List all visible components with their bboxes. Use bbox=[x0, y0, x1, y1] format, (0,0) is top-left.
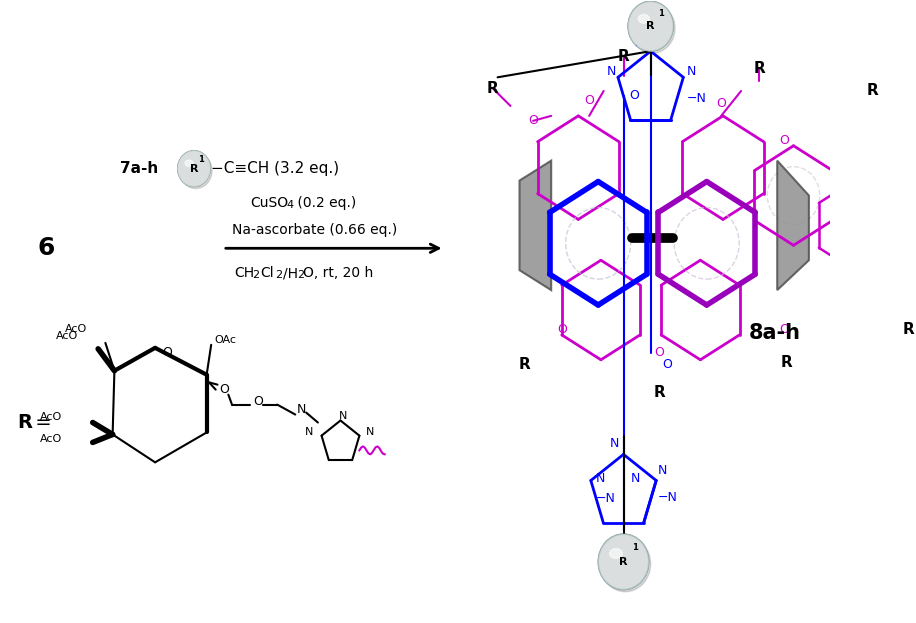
Ellipse shape bbox=[609, 549, 622, 558]
Polygon shape bbox=[519, 161, 551, 290]
Text: R: R bbox=[17, 413, 33, 432]
Circle shape bbox=[599, 535, 648, 588]
Text: R: R bbox=[647, 21, 655, 31]
Circle shape bbox=[600, 536, 648, 588]
Text: O: O bbox=[716, 97, 726, 110]
Circle shape bbox=[600, 536, 647, 588]
Circle shape bbox=[178, 151, 210, 186]
Text: O: O bbox=[529, 115, 538, 127]
Text: 7a-h: 7a-h bbox=[120, 161, 158, 176]
Text: /H: /H bbox=[283, 266, 298, 280]
Text: N: N bbox=[297, 403, 307, 416]
Circle shape bbox=[180, 153, 213, 189]
Text: N: N bbox=[366, 427, 375, 437]
Text: R: R bbox=[780, 355, 792, 370]
Circle shape bbox=[178, 151, 210, 186]
Text: AcO: AcO bbox=[40, 412, 62, 422]
Circle shape bbox=[178, 151, 211, 186]
Circle shape bbox=[179, 152, 209, 185]
Text: −N: −N bbox=[595, 492, 616, 505]
Text: N: N bbox=[610, 437, 619, 450]
Text: 8a-h: 8a-h bbox=[748, 323, 801, 343]
Text: O: O bbox=[557, 323, 567, 336]
Circle shape bbox=[179, 151, 210, 186]
Text: R: R bbox=[902, 323, 914, 338]
Text: 2: 2 bbox=[276, 270, 282, 280]
Text: 1: 1 bbox=[632, 543, 638, 553]
Text: N: N bbox=[630, 472, 640, 485]
Text: R: R bbox=[619, 557, 627, 567]
Circle shape bbox=[179, 151, 210, 186]
Polygon shape bbox=[778, 161, 809, 290]
Text: 2: 2 bbox=[297, 270, 304, 280]
Text: O: O bbox=[780, 135, 790, 147]
Circle shape bbox=[628, 2, 673, 51]
Circle shape bbox=[629, 2, 672, 50]
Circle shape bbox=[629, 3, 671, 49]
Text: (0.2 eq.): (0.2 eq.) bbox=[293, 196, 356, 211]
Text: 6: 6 bbox=[38, 236, 55, 260]
Text: O: O bbox=[662, 358, 671, 371]
Circle shape bbox=[598, 534, 649, 590]
Text: 2: 2 bbox=[252, 270, 259, 280]
Circle shape bbox=[599, 535, 648, 589]
Text: N: N bbox=[658, 464, 667, 477]
Circle shape bbox=[628, 1, 673, 51]
Text: −N: −N bbox=[687, 92, 706, 105]
Circle shape bbox=[628, 2, 672, 50]
Text: AcO: AcO bbox=[65, 324, 87, 334]
Text: O: O bbox=[780, 323, 790, 336]
Text: R: R bbox=[190, 164, 198, 174]
Text: R: R bbox=[753, 60, 765, 75]
Circle shape bbox=[629, 2, 672, 50]
Circle shape bbox=[598, 535, 649, 589]
Text: 1: 1 bbox=[199, 155, 204, 164]
Text: O: O bbox=[219, 383, 229, 396]
Text: R: R bbox=[867, 83, 878, 98]
Text: N: N bbox=[635, 36, 645, 49]
Circle shape bbox=[630, 3, 675, 53]
Text: N: N bbox=[339, 411, 347, 421]
Circle shape bbox=[179, 151, 210, 186]
Text: CuSO: CuSO bbox=[250, 196, 289, 211]
Text: AcO: AcO bbox=[56, 331, 78, 341]
Text: N: N bbox=[687, 65, 696, 78]
Text: AcO: AcO bbox=[40, 434, 62, 444]
Text: O: O bbox=[162, 346, 172, 359]
Text: OAc: OAc bbox=[214, 335, 236, 345]
Circle shape bbox=[179, 152, 209, 186]
Text: R: R bbox=[654, 385, 666, 400]
Text: N: N bbox=[607, 65, 616, 78]
Text: =: = bbox=[28, 413, 51, 432]
Text: 4: 4 bbox=[286, 201, 293, 211]
Text: O: O bbox=[584, 95, 594, 107]
Text: N: N bbox=[595, 472, 605, 485]
Text: −N: −N bbox=[658, 491, 678, 503]
Text: O, rt, 20 h: O, rt, 20 h bbox=[303, 266, 374, 280]
Text: 1: 1 bbox=[658, 9, 664, 18]
Text: N: N bbox=[305, 427, 313, 437]
Circle shape bbox=[628, 2, 672, 50]
Circle shape bbox=[599, 535, 649, 589]
Ellipse shape bbox=[185, 160, 193, 166]
Text: O: O bbox=[655, 346, 665, 359]
Text: −C≡CH (3.2 eq.): −C≡CH (3.2 eq.) bbox=[212, 161, 339, 176]
Ellipse shape bbox=[638, 14, 649, 23]
Circle shape bbox=[629, 3, 672, 50]
Circle shape bbox=[599, 535, 649, 589]
Text: R: R bbox=[617, 49, 629, 64]
Text: CH: CH bbox=[234, 266, 255, 280]
Text: Cl: Cl bbox=[260, 266, 274, 280]
Text: R: R bbox=[518, 357, 530, 373]
Text: O: O bbox=[254, 395, 264, 408]
Text: R: R bbox=[486, 80, 498, 95]
Text: O: O bbox=[629, 90, 639, 102]
Text: Na-ascorbate (0.66 eq.): Na-ascorbate (0.66 eq.) bbox=[232, 224, 398, 237]
Circle shape bbox=[600, 536, 650, 592]
